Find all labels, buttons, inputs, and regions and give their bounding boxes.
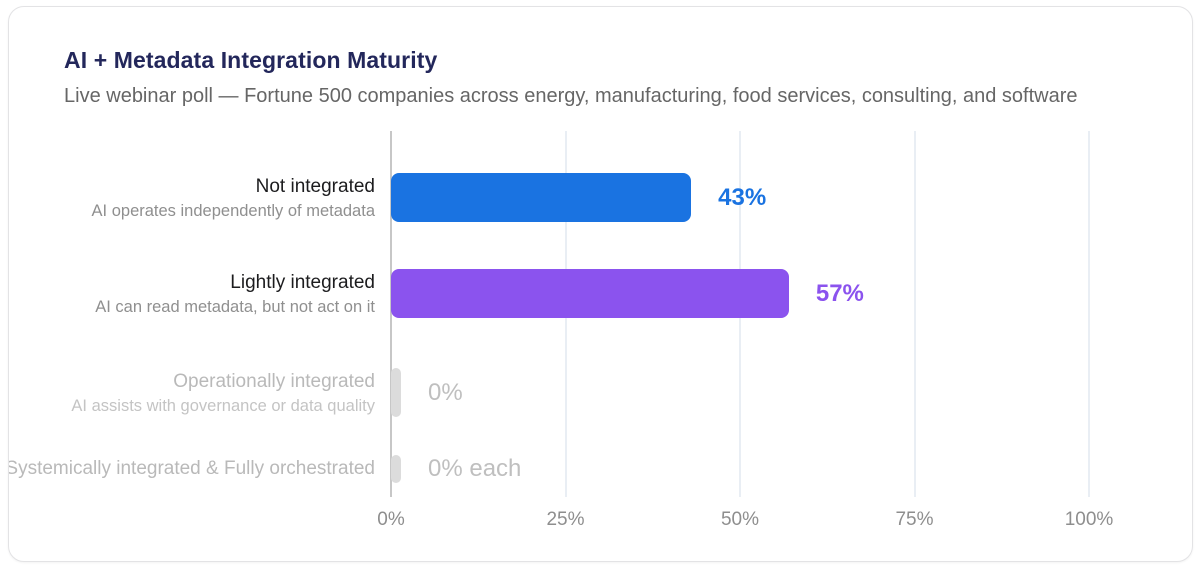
- axis-line: [390, 131, 392, 497]
- x-tick-label: 100%: [1064, 509, 1114, 530]
- chart-subtitle: Live webinar poll — Fortune 500 companie…: [64, 85, 1078, 107]
- bar-row: 0% each: [391, 455, 1089, 483]
- bar-not-integrated: [391, 173, 692, 222]
- x-tick-label: 75%: [895, 509, 934, 530]
- bar-systemically-integrated: [391, 455, 401, 483]
- x-tick-label: 25%: [546, 509, 585, 530]
- category-description: AI can read metadata, but not act on it: [95, 297, 375, 316]
- category-description: AI assists with governance or data quali…: [71, 396, 375, 415]
- category-label-block: Not integrated AI operates independently…: [9, 167, 375, 228]
- x-tick-label: 50%: [720, 509, 760, 530]
- chart-card: AI + Metadata Integration Maturity Live …: [8, 6, 1193, 562]
- category-description: AI operates independently of metadata: [91, 201, 375, 220]
- bar-operationally-integrated: [391, 368, 401, 417]
- x-tick-label: 0%: [377, 509, 405, 530]
- category-label-block: Systemically integrated & Fully orchestr…: [8, 455, 375, 483]
- bar-value-label: 43%: [718, 183, 767, 211]
- category-label: Operationally integrated: [173, 370, 375, 392]
- bar-value-label: 57%: [815, 279, 864, 307]
- bar-row: 57%: [391, 269, 1089, 318]
- bar-value-label: 0%: [428, 378, 463, 406]
- bar-value-label: 0% each: [428, 455, 522, 482]
- gridline-75: [913, 131, 916, 497]
- bar-row: 43%: [391, 173, 1089, 222]
- category-label: Systemically integrated & Fully orchestr…: [8, 458, 375, 479]
- category-label: Not integrated: [255, 175, 375, 197]
- category-label-block: Operationally integrated AI assists with…: [9, 362, 375, 423]
- bar-row: 0%: [391, 368, 1089, 417]
- bar-lightly-integrated: [391, 269, 789, 318]
- category-label-block: Lightly integrated AI can read metadata,…: [9, 263, 375, 324]
- chart-title: AI + Metadata Integration Maturity: [64, 47, 438, 73]
- gridline-100: [1088, 131, 1090, 497]
- category-label: Lightly integrated: [230, 271, 375, 293]
